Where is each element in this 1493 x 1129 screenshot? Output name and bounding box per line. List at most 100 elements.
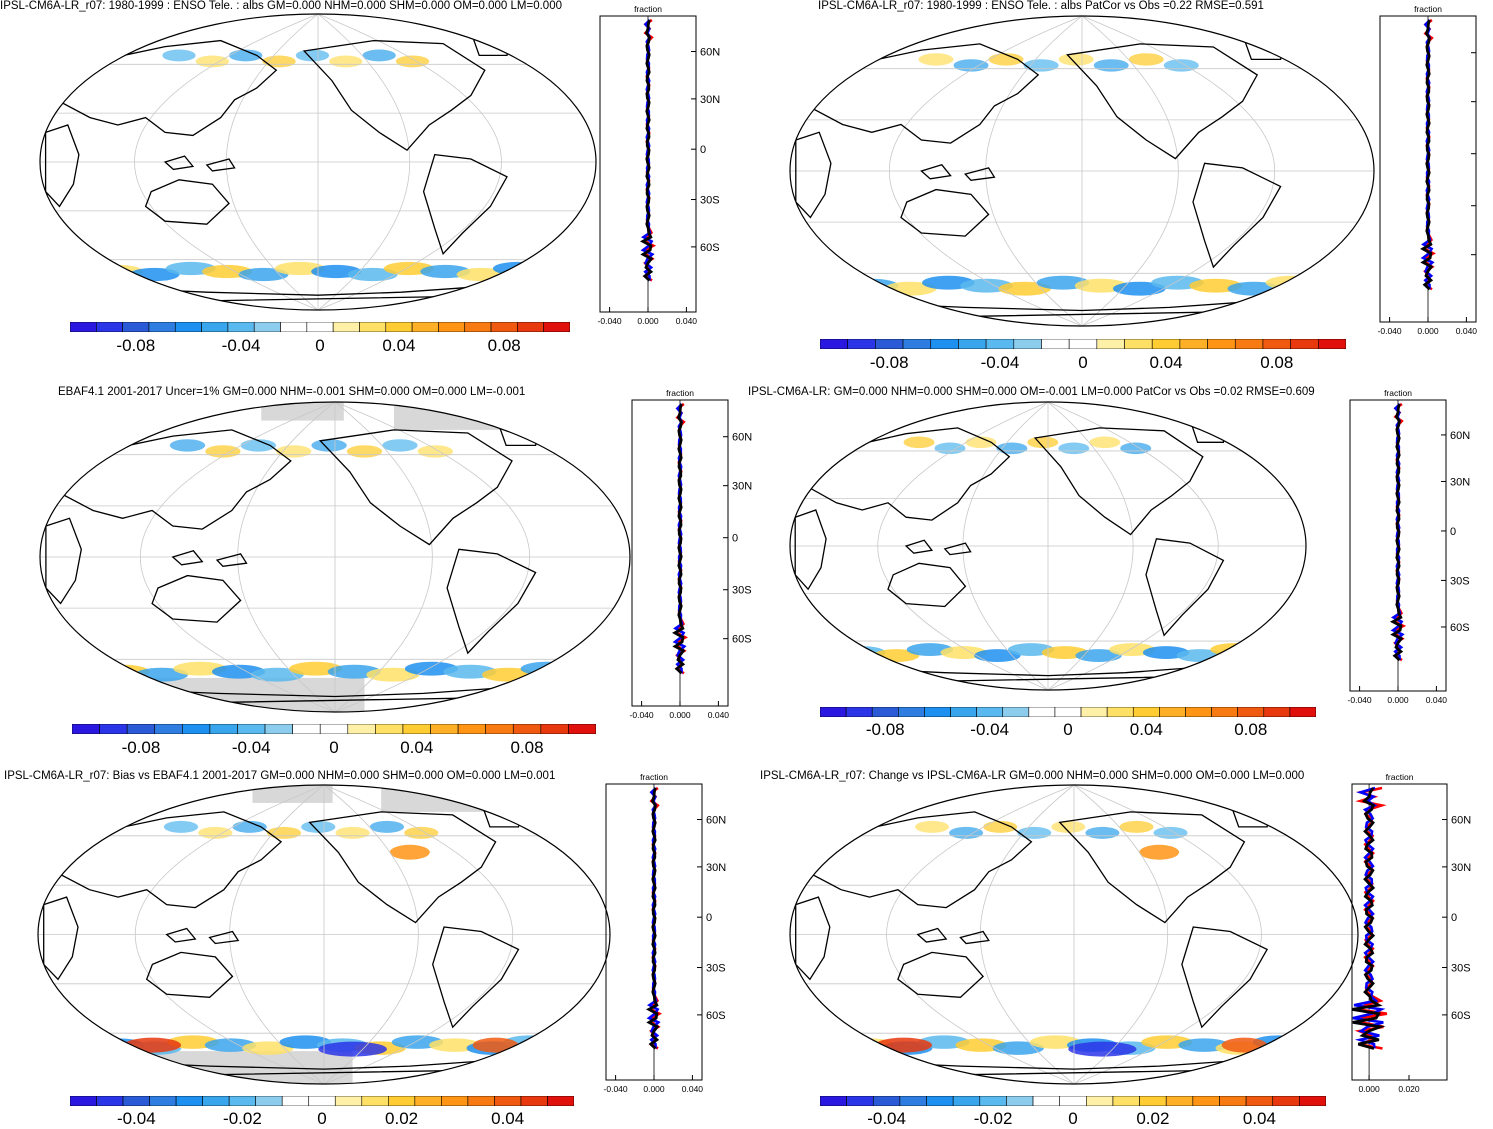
field-patch — [240, 439, 276, 452]
colorbar-swatch — [334, 1096, 363, 1106]
graticule-lon — [334, 402, 531, 712]
colorbar-swatch — [871, 707, 899, 717]
colorbar-swatch — [209, 724, 238, 734]
colorbar-swatch — [1211, 707, 1238, 717]
colorbar-tick-label: 0 — [315, 336, 325, 355]
colorbar-swatch — [148, 322, 176, 332]
colorbar-swatch — [347, 724, 376, 734]
colorbar-swatch — [952, 1096, 981, 1106]
graticule-lon — [886, 785, 1075, 1084]
continent-outline — [904, 539, 934, 554]
colorbar-swatch — [361, 1096, 389, 1106]
colorbar-swatch — [1207, 339, 1236, 349]
zonal-mean-plot: fraction 60N 30N 0 30S 60S 0.000 0.020 — [1351, 772, 1471, 1094]
colorbar-swatch — [872, 1096, 901, 1106]
continent-outline — [61, 39, 278, 137]
colorbar-swatch — [1159, 707, 1186, 717]
zonal-lat-label: 60N — [1450, 430, 1470, 442]
field-patch — [983, 820, 1018, 833]
colorbar-swatch — [1002, 707, 1030, 717]
zonal-mean-plot: fraction 60N 30N 0 30S 60S -0.040 0.000 0.040 — [1348, 388, 1471, 705]
field-patch — [362, 49, 396, 62]
colorbar-swatch — [820, 339, 848, 349]
colorbar-tick-label: -0.04 — [221, 336, 261, 355]
zonal-lat-label: 30S — [1450, 575, 1470, 587]
colorbar-tick-label: -0.08 — [865, 720, 905, 739]
map-border — [39, 401, 631, 713]
panel-title: IPSL-CM6A-LR_r07: Bias vs EBAF4.1 2001-2… — [4, 770, 556, 782]
zonal-series-line — [1389, 403, 1404, 662]
zonal-series-line — [672, 403, 686, 675]
graticule-lon — [226, 14, 319, 310]
field-patch — [318, 1041, 387, 1057]
colorbar-tick-label: -0.08 — [869, 353, 909, 372]
colorbar — [820, 1096, 1326, 1106]
field-patch — [1221, 1037, 1268, 1053]
zonal-axis-title: fraction — [634, 4, 662, 14]
colorbar-swatch — [1096, 339, 1125, 349]
continent-outline — [1189, 415, 1230, 443]
zonal-x-label: 0.040 — [1426, 695, 1448, 705]
colorbar-tick-label: 0 — [317, 1109, 327, 1128]
graticule-lon — [888, 16, 1083, 326]
colorbar-tick-label: 0.08 — [510, 738, 544, 757]
field-patch — [903, 436, 935, 449]
field-patch — [805, 643, 852, 657]
world-map — [789, 784, 1359, 1085]
colorbar-tick-label: -0.08 — [121, 738, 161, 757]
zonal-x-label: 0.020 — [1398, 1084, 1420, 1094]
colorbar-swatch — [411, 322, 439, 332]
field-patch — [301, 820, 336, 833]
continent-outline — [794, 509, 827, 591]
field-patch — [807, 1035, 859, 1049]
graticule-lon — [317, 14, 502, 310]
colorbar-swatch — [402, 724, 431, 734]
graticule-lon — [1073, 785, 1262, 1084]
colorbar-swatch — [332, 322, 360, 332]
continent-outline — [422, 153, 508, 256]
map-border — [39, 13, 597, 311]
zonal-lat-label: 0 — [706, 912, 712, 924]
graticule-lon — [1081, 16, 1179, 326]
colorbar-swatch — [898, 707, 925, 717]
colorbar-swatch — [568, 724, 596, 734]
zonal-lat-label: 60N — [732, 432, 752, 444]
continent-outline — [1058, 811, 1246, 924]
colorbar-swatch — [820, 707, 847, 717]
colorbar-swatch — [253, 322, 281, 332]
zonal-mean-plot: fraction 60N 30N 0 30S 60S -0.040 0.000 0.040 — [604, 772, 727, 1094]
field-patch — [417, 445, 453, 458]
colorbar-tick-label: 0 — [1068, 1109, 1078, 1128]
colorbar-swatch — [1086, 1096, 1114, 1106]
zonal-lat-label: 60S — [732, 634, 752, 646]
colorbar-tick-label: -0.02 — [973, 1109, 1013, 1128]
colorbar-tick-label: -0.04 — [116, 1109, 156, 1128]
field-patch — [1058, 442, 1090, 455]
zonal-lat-label: 30S — [706, 963, 726, 975]
zonal-lat-label: 60S — [700, 242, 720, 254]
zonal-lat-label: 60N — [700, 47, 720, 59]
zonal-x-label: -0.040 — [1378, 326, 1402, 336]
continent-outline — [145, 951, 234, 998]
field-patch — [389, 844, 430, 860]
graticule-lon — [237, 402, 336, 712]
continent-outline — [470, 28, 514, 57]
continent-outline — [897, 951, 985, 998]
zonal-lat-label: 60N — [706, 815, 726, 827]
graticule-lon — [877, 402, 1049, 690]
zonal-plot-frame — [1351, 783, 1448, 1081]
continent-outline — [208, 930, 240, 945]
continent-outline — [1229, 799, 1274, 828]
zonal-x-label: 0.040 — [1456, 326, 1478, 336]
field-patch — [1244, 646, 1291, 660]
world-map — [37, 784, 611, 1085]
continent-outline — [308, 811, 497, 924]
field-patch — [57, 661, 111, 676]
colorbar-tick-label: -0.08 — [116, 336, 156, 355]
colorbar-swatch — [154, 724, 183, 734]
colorbar-tick-label: 0.08 — [487, 336, 521, 355]
colorbar-swatch — [1290, 339, 1319, 349]
colorbar-swatch — [1068, 339, 1098, 349]
colorbar-swatch — [281, 1096, 310, 1106]
colorbar-swatch — [122, 1096, 150, 1106]
